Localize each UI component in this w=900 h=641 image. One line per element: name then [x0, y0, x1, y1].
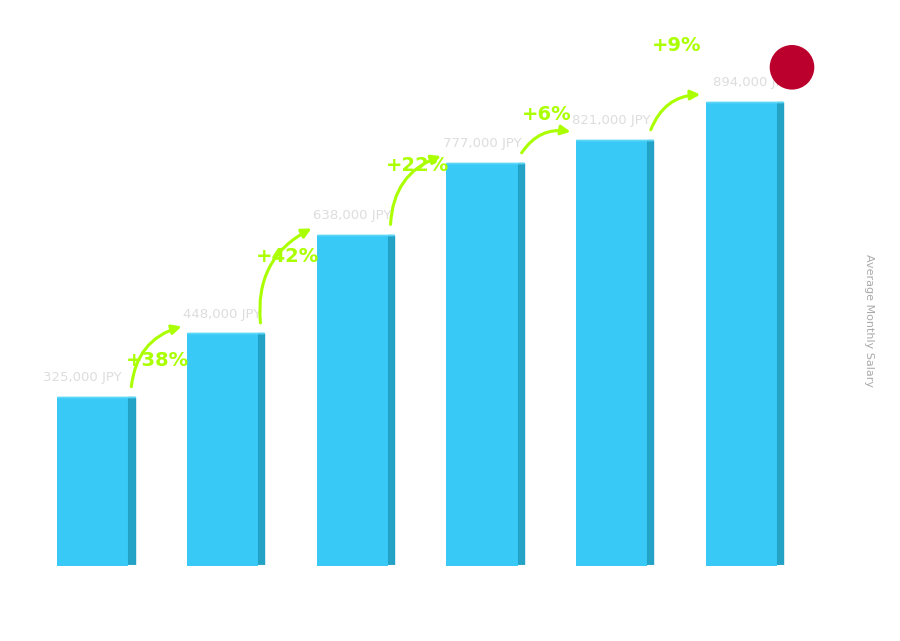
Bar: [187, 333, 258, 566]
Text: salary: salary: [392, 610, 453, 628]
Text: 448,000 JPY: 448,000 JPY: [184, 308, 262, 320]
Text: Salary Comparison By Experience: Salary Comparison By Experience: [54, 45, 630, 74]
Bar: [576, 140, 647, 566]
Polygon shape: [258, 333, 265, 566]
Text: 894,000 JPY: 894,000 JPY: [713, 76, 791, 89]
Text: 638,000 JPY: 638,000 JPY: [313, 209, 392, 222]
Polygon shape: [388, 235, 394, 566]
Text: +6%: +6%: [522, 105, 572, 124]
Circle shape: [770, 46, 814, 89]
FancyArrowPatch shape: [651, 91, 697, 129]
Text: 777,000 JPY: 777,000 JPY: [443, 137, 521, 150]
Text: Average Monthly Salary: Average Monthly Salary: [863, 254, 874, 387]
FancyArrowPatch shape: [131, 326, 178, 387]
Text: explorer.com: explorer.com: [444, 610, 561, 628]
Text: +42%: +42%: [256, 247, 319, 266]
Text: +22%: +22%: [385, 156, 449, 175]
Text: +9%: +9%: [652, 37, 701, 55]
Bar: [706, 103, 777, 566]
Polygon shape: [777, 103, 783, 566]
Polygon shape: [518, 163, 524, 566]
Text: Radiologic Technologist: Radiologic Technologist: [54, 93, 298, 113]
FancyArrowPatch shape: [260, 230, 309, 323]
Text: +38%: +38%: [126, 351, 189, 370]
FancyArrowPatch shape: [391, 156, 437, 224]
Bar: [317, 235, 388, 566]
Polygon shape: [129, 397, 135, 566]
Bar: [446, 163, 518, 566]
Text: 325,000 JPY: 325,000 JPY: [43, 371, 122, 384]
Polygon shape: [647, 140, 653, 566]
FancyArrowPatch shape: [522, 126, 567, 153]
Bar: [58, 397, 129, 566]
Text: 821,000 JPY: 821,000 JPY: [572, 114, 651, 127]
